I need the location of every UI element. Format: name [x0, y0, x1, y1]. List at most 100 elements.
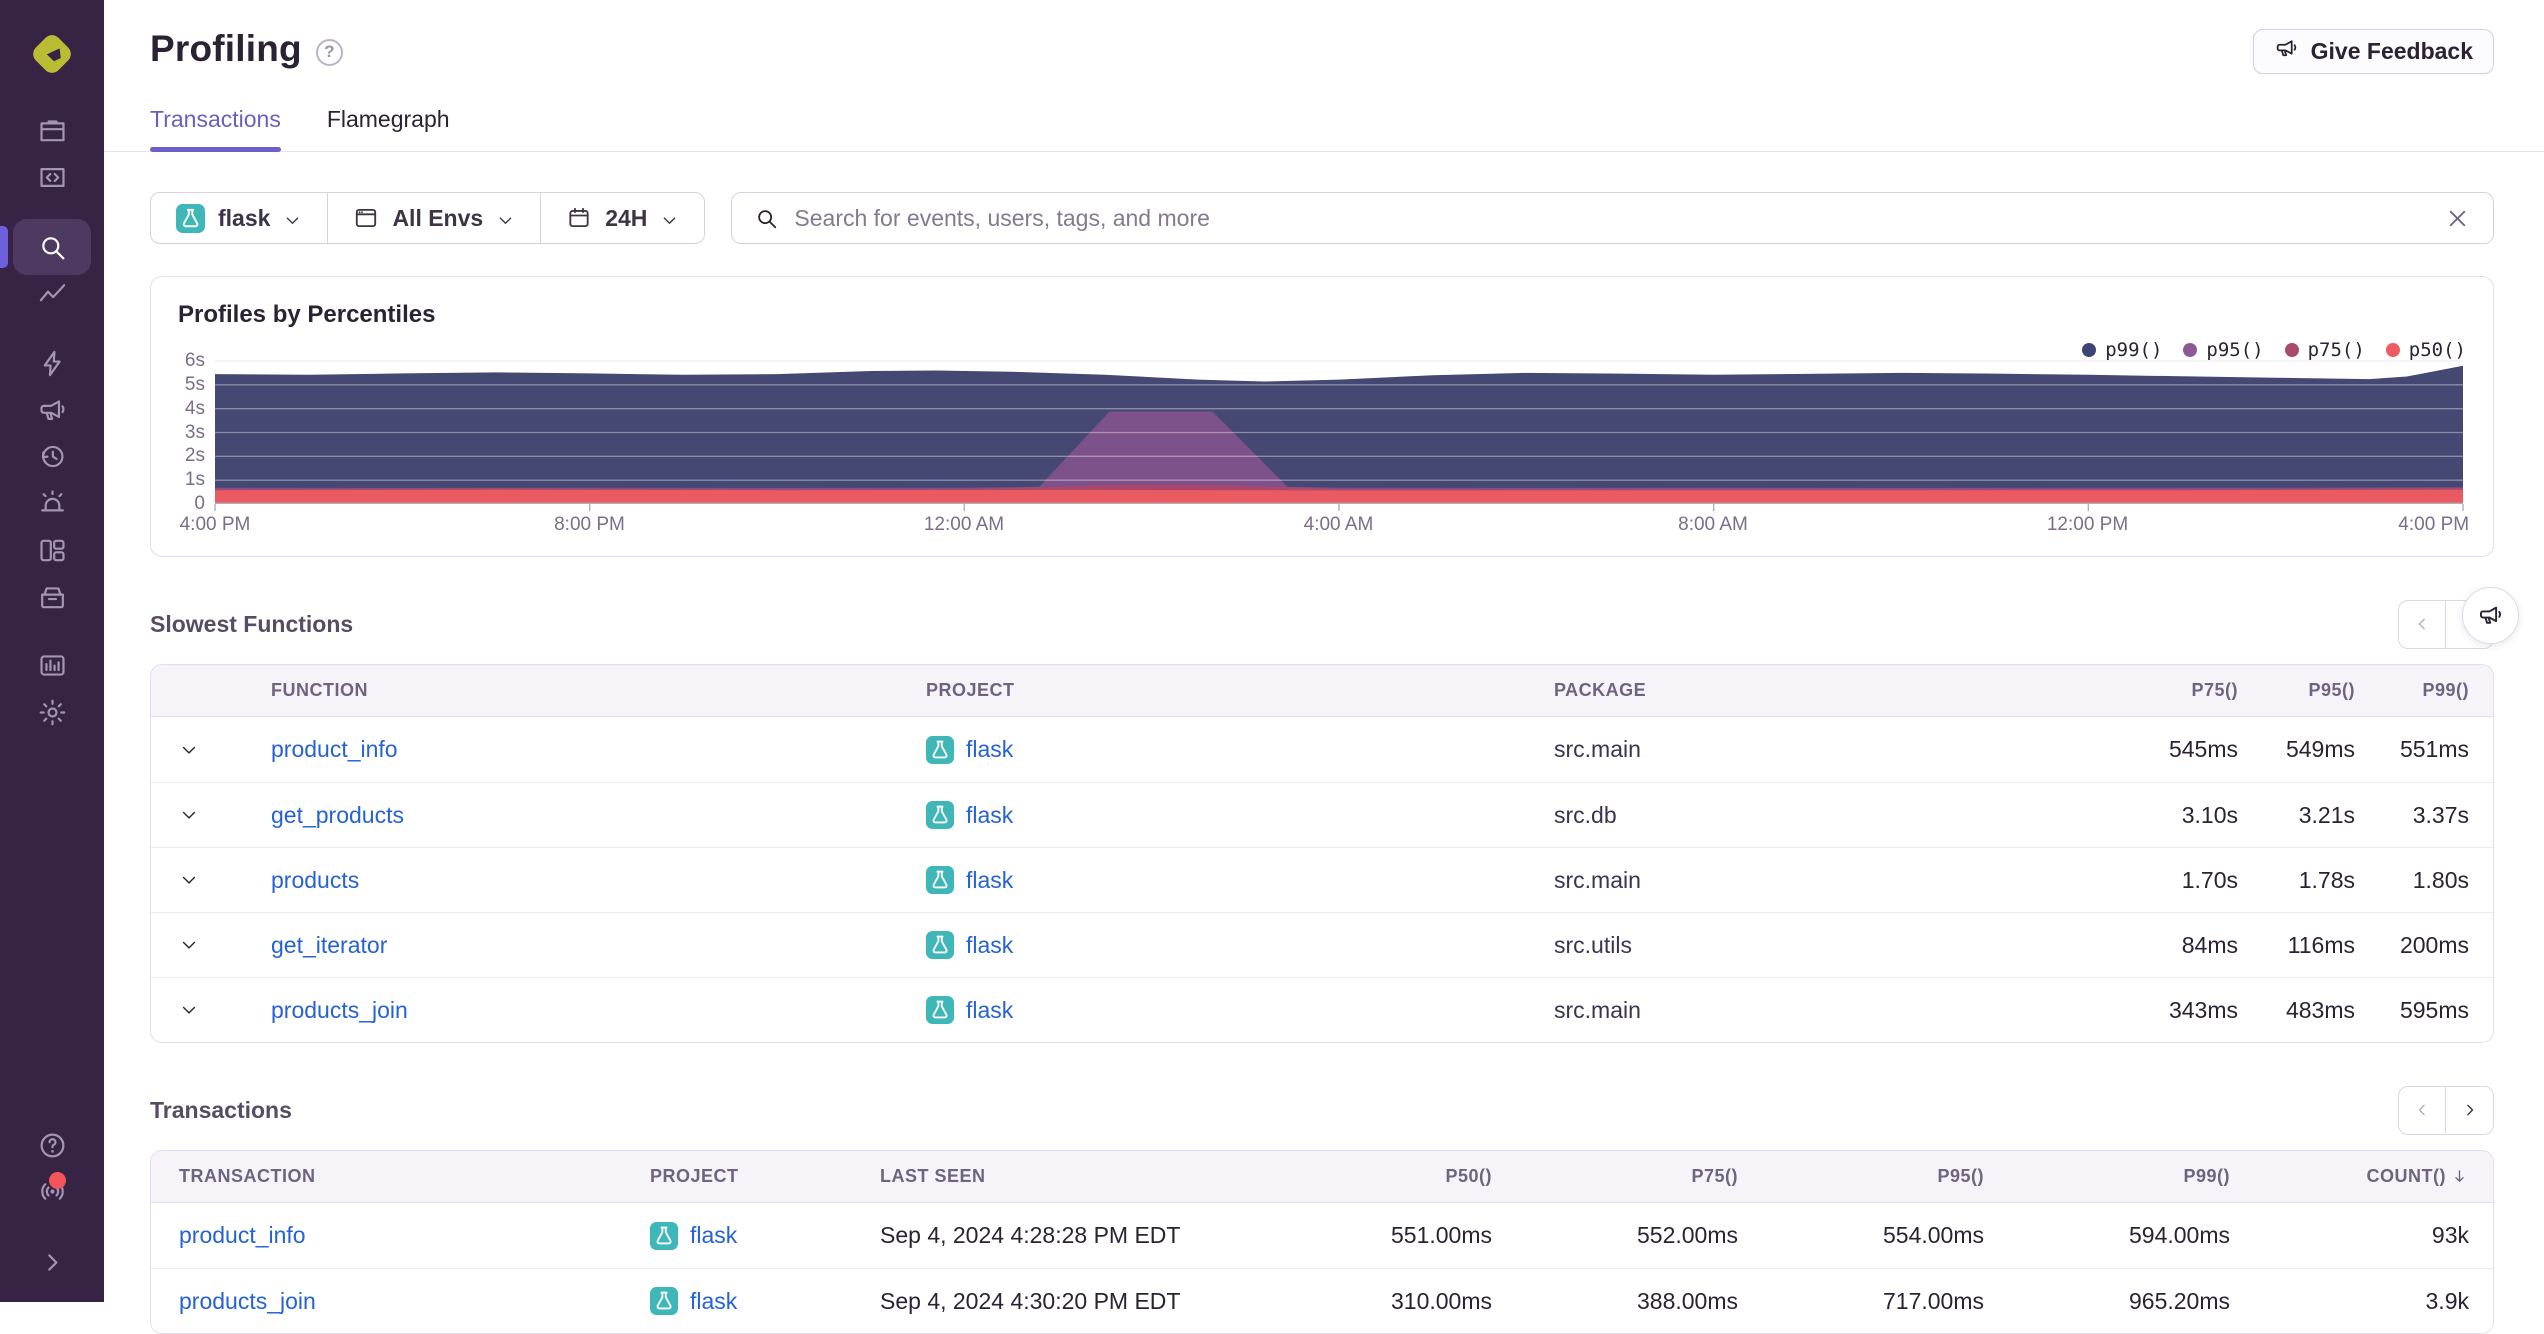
transactions-title: Transactions	[150, 1097, 292, 1124]
sidebar-item-collapse[interactable]	[20, 1237, 84, 1287]
tab-flamegraph[interactable]: Flamegraph	[327, 106, 450, 151]
chevron-down-icon	[283, 209, 302, 228]
project-link[interactable]: flask	[690, 1222, 737, 1249]
performance-icon	[37, 348, 68, 379]
function-link[interactable]: products	[271, 867, 359, 893]
floating-feedback-button[interactable]	[2462, 587, 2519, 644]
y-axis-tick-label: 4s	[151, 398, 205, 420]
previous-page-button[interactable]	[2398, 1086, 2447, 1135]
legend-item-p95[interactable]: p95()	[2183, 339, 2263, 361]
function-link[interactable]: get_products	[271, 802, 404, 828]
column-header-p99[interactable]: P99()	[2355, 680, 2494, 701]
project-link[interactable]: flask	[966, 736, 1013, 763]
sidebar-item-performance[interactable]	[20, 338, 84, 388]
column-header-project[interactable]: PROJECT	[926, 680, 1554, 701]
column-header-last-seen[interactable]: LAST SEEN	[880, 1166, 1246, 1187]
expand-row-button[interactable]	[151, 1000, 227, 1020]
legend-item-p50[interactable]: p50()	[2386, 339, 2466, 361]
expand-row-button[interactable]	[151, 805, 227, 825]
function-link[interactable]: products_join	[271, 997, 408, 1023]
column-header-function[interactable]: FUNCTION	[227, 680, 926, 701]
legend-item-p75[interactable]: p75()	[2285, 339, 2365, 361]
column-header-p95[interactable]: P95()	[2238, 680, 2355, 701]
environment-filter[interactable]: All Envs	[327, 193, 540, 243]
column-header-p99[interactable]: P99()	[1984, 1166, 2230, 1187]
p95-value: 1.78s	[2238, 867, 2355, 894]
x-axis-tick-label: 12:00 AM	[924, 514, 1004, 536]
sidebar-item-stats[interactable]	[20, 640, 84, 690]
column-header-p50[interactable]: P50()	[1246, 1166, 1492, 1187]
column-header-project[interactable]: PROJECT	[650, 1166, 880, 1187]
project-link[interactable]: flask	[966, 802, 1013, 829]
column-header-p75[interactable]: P75()	[2121, 680, 2238, 701]
y-axis-tick-label: 2s	[151, 445, 205, 467]
column-header-transaction[interactable]: TRANSACTION	[151, 1166, 650, 1187]
calendar-icon	[566, 205, 592, 231]
sidebar-item-traces[interactable]	[20, 269, 84, 319]
replays-icon	[37, 441, 68, 472]
clear-search-icon[interactable]	[2444, 205, 2471, 232]
explore-search-icon	[37, 232, 68, 263]
page-help-icon[interactable]: ?	[316, 39, 343, 66]
flask-project-icon	[926, 996, 954, 1024]
tab-transactions[interactable]: Transactions	[150, 106, 281, 151]
sentry-logo-icon[interactable]	[28, 30, 76, 78]
sidebar-item-whats-new[interactable]	[20, 1166, 84, 1216]
p95-value: 717.00ms	[1738, 1288, 1984, 1315]
p50-value: 551.00ms	[1246, 1222, 1492, 1249]
column-header-p75[interactable]: P75()	[1492, 1166, 1738, 1187]
legend-label: p95()	[2206, 339, 2263, 361]
legend-item-p99[interactable]: p99()	[2082, 339, 2162, 361]
date-range-filter-label: 24H	[605, 205, 647, 232]
search-input[interactable]	[794, 205, 2429, 232]
profiles-chart-card: Profiles by Percentiles p99() p95() p75() p…	[150, 276, 2494, 557]
p75-value: 3.10s	[2121, 802, 2238, 829]
expand-row-button[interactable]	[151, 870, 227, 890]
p95-value: 554.00ms	[1738, 1222, 1984, 1249]
sidebar-item-issues[interactable]	[20, 105, 84, 155]
transaction-link[interactable]: products_join	[179, 1288, 316, 1314]
sidebar-item-settings[interactable]	[20, 687, 84, 737]
project-filter[interactable]: flask	[151, 193, 327, 243]
column-header-count[interactable]: COUNT()	[2230, 1166, 2494, 1187]
megaphone-icon	[2477, 602, 2504, 629]
expand-row-button[interactable]	[151, 740, 227, 760]
function-link[interactable]: product_info	[271, 736, 398, 762]
sidebar-item-projects[interactable]	[20, 152, 84, 202]
project-link[interactable]: flask	[966, 867, 1013, 894]
sidebar-item-dashboards[interactable]	[20, 525, 84, 575]
previous-page-button[interactable]	[2398, 600, 2447, 649]
legend-dot-icon	[2285, 343, 2299, 357]
sidebar-item-feedback[interactable]	[20, 385, 84, 435]
expand-row-button[interactable]	[151, 935, 227, 955]
sidebar-item-explore-search[interactable]	[13, 219, 91, 275]
column-header-package[interactable]: PACKAGE	[1554, 680, 2121, 701]
sidebar-item-alerts[interactable]	[20, 478, 84, 528]
project-cell: flask	[926, 736, 1554, 764]
sidebar-item-releases[interactable]	[20, 572, 84, 622]
next-page-button[interactable]	[2445, 1086, 2494, 1135]
p99-value: 1.80s	[2355, 867, 2494, 894]
project-link[interactable]: flask	[966, 997, 1013, 1024]
transactions-pagination	[2398, 1086, 2495, 1135]
x-axis-tick-label: 12:00 PM	[2047, 514, 2128, 536]
chart-title: Profiles by Percentiles	[178, 301, 435, 329]
slowest-functions-title: Slowest Functions	[150, 611, 353, 638]
transaction-link[interactable]: product_info	[179, 1222, 306, 1248]
megaphone-icon	[2274, 36, 2299, 67]
project-link[interactable]: flask	[690, 1288, 737, 1315]
legend-dot-icon	[2082, 343, 2096, 357]
date-range-filter[interactable]: 24H	[540, 193, 704, 243]
p95-value: 549ms	[2238, 736, 2355, 763]
function-link[interactable]: get_iterator	[271, 932, 387, 958]
column-header-p95[interactable]: P95()	[1738, 1166, 1984, 1187]
count-value: 3.9k	[2230, 1288, 2494, 1315]
percentiles-area-chart[interactable]	[215, 361, 2463, 504]
sidebar-item-replays[interactable]	[20, 431, 84, 481]
legend-dot-icon	[2386, 343, 2400, 357]
project-link[interactable]: flask	[966, 932, 1013, 959]
give-feedback-button[interactable]: Give Feedback	[2253, 29, 2494, 74]
legend-dot-icon	[2183, 343, 2197, 357]
sidebar-item-help[interactable]	[20, 1120, 84, 1170]
